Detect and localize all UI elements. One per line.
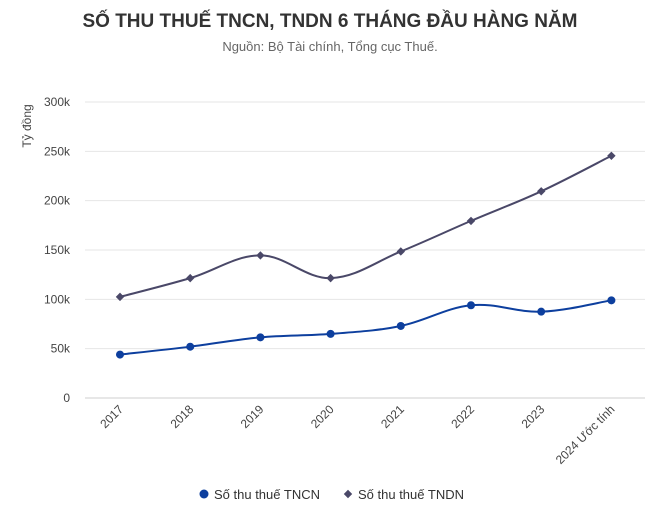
data-point-diamond bbox=[115, 292, 125, 302]
x-tick-label: 2021 bbox=[378, 402, 407, 431]
data-point-diamond bbox=[607, 151, 616, 160]
legend-label: Số thu thuế TNDN bbox=[358, 487, 464, 502]
series-line-1 bbox=[119, 299, 612, 356]
y-tick-label: 50k bbox=[51, 342, 71, 356]
legend: Số thu thuế TNCN Số thu thuế TNDN bbox=[199, 487, 464, 502]
data-point-circle bbox=[467, 301, 475, 310]
gridlines bbox=[85, 101, 645, 399]
series-markers bbox=[115, 151, 616, 359]
y-tick-label: 150k bbox=[44, 243, 71, 257]
legend-marker-circle bbox=[199, 489, 209, 499]
series-line-2 bbox=[119, 154, 612, 298]
data-point-diamond bbox=[537, 187, 546, 196]
x-tick-label: 2018 bbox=[168, 402, 197, 431]
x-tick-label: 2017 bbox=[97, 402, 126, 431]
legend-marker-diamond bbox=[343, 489, 353, 499]
y-axis-label: Tỷ đồng bbox=[20, 104, 34, 147]
x-tick-label: 2020 bbox=[308, 402, 337, 431]
y-tick-labels: 0 50k 100k 150k 200k 250k 300k bbox=[44, 95, 71, 405]
x-tick-label: 2024 Ước tính bbox=[553, 402, 618, 467]
series-lines bbox=[119, 154, 612, 356]
x-tick-label: 2023 bbox=[519, 402, 548, 431]
x-tick-label: 2019 bbox=[238, 402, 267, 431]
y-tick-label: 0 bbox=[63, 391, 70, 405]
data-point-circle bbox=[326, 329, 335, 338]
y-tick-label: 300k bbox=[44, 95, 71, 109]
data-point-circle bbox=[256, 333, 265, 342]
chart-title: SỐ THU THUẾ TNCN, TNDN 6 THÁNG ĐẦU HÀNG … bbox=[82, 10, 577, 32]
data-point-diamond bbox=[396, 247, 405, 256]
data-point-circle bbox=[396, 321, 405, 330]
data-point-circle bbox=[607, 296, 616, 305]
data-point-diamond bbox=[256, 251, 265, 260]
y-tick-label: 200k bbox=[44, 194, 71, 208]
data-point-diamond bbox=[326, 273, 335, 283]
y-tick-label: 250k bbox=[44, 144, 71, 158]
data-point-circle bbox=[537, 307, 546, 316]
data-point-diamond bbox=[466, 216, 476, 226]
y-tick-label: 100k bbox=[44, 292, 71, 306]
legend-label: Số thu thuế TNCN bbox=[214, 487, 320, 502]
x-tick-labels: 2017 2018 2019 2020 2021 2022 2023 2024 Ước tín… bbox=[97, 402, 617, 467]
data-point-diamond bbox=[186, 273, 195, 283]
x-tick-label: 2022 bbox=[448, 402, 477, 431]
data-point-circle bbox=[116, 350, 124, 359]
chart-subtitle: Nguồn: Bộ Tài chính, Tổng cục Thuế. bbox=[222, 39, 437, 54]
data-point-circle bbox=[186, 342, 195, 351]
